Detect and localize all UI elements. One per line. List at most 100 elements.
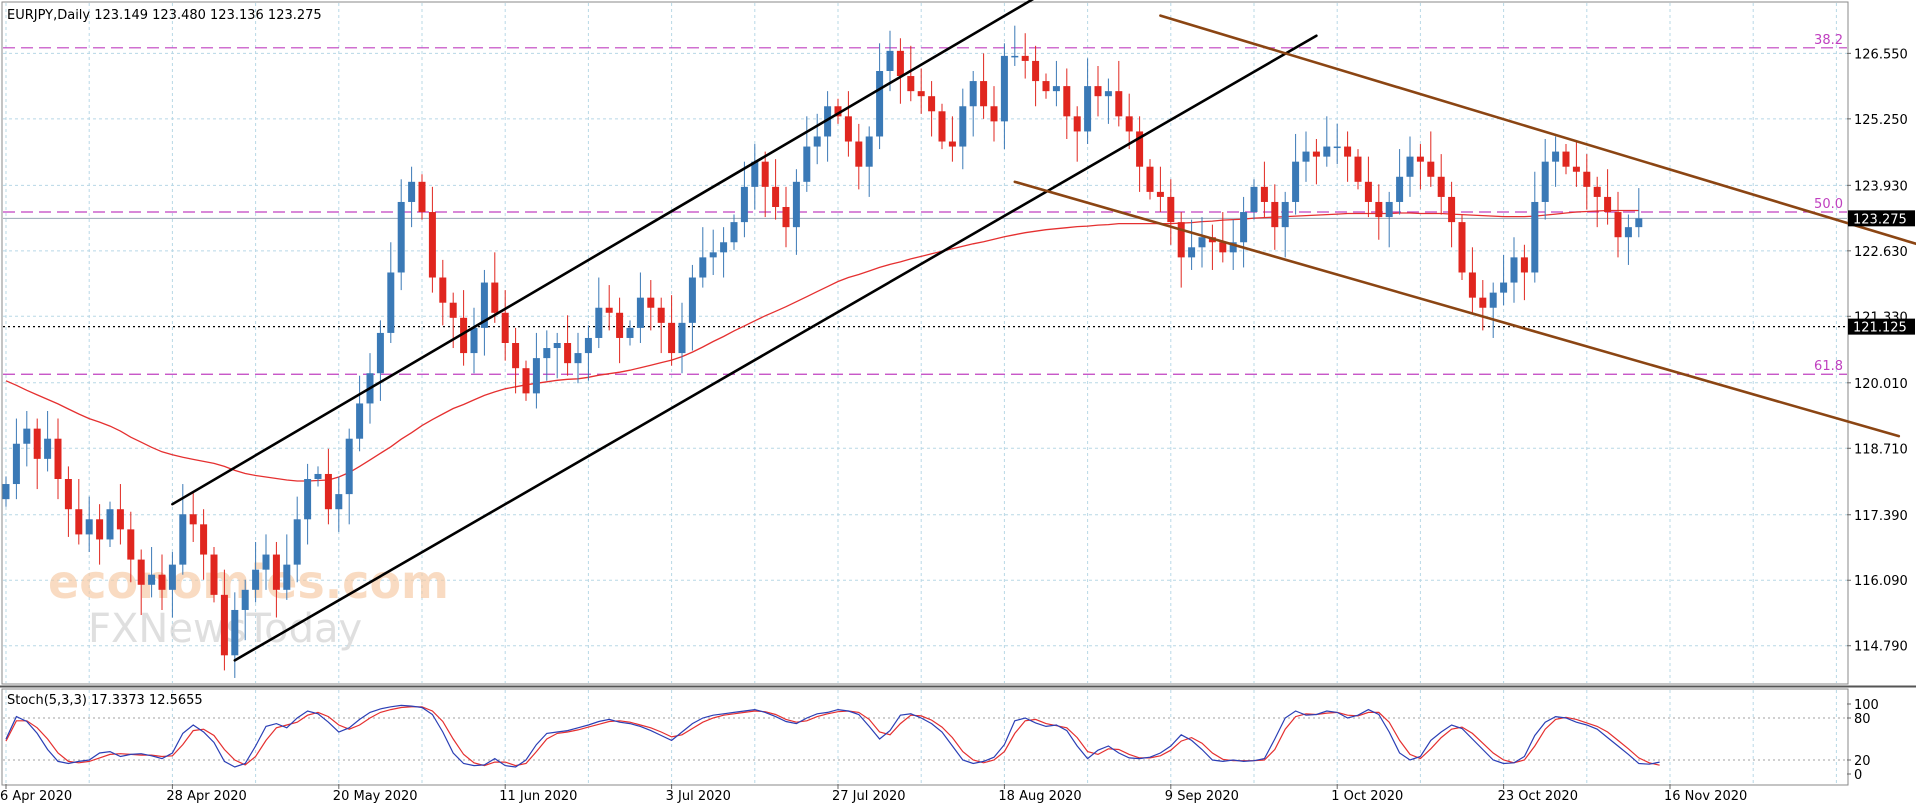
current-price-box — [1848, 210, 1915, 227]
bullish-candle — [803, 146, 811, 182]
time-tick-label: 6 Apr 2020 — [0, 789, 72, 804]
bearish-candle — [460, 317, 468, 354]
bullish-candle — [584, 337, 592, 354]
bearish-candle — [116, 509, 124, 530]
bullish-candle — [148, 574, 156, 585]
bearish-candle — [137, 559, 145, 585]
time-tick-label: 28 Apr 2020 — [166, 789, 246, 804]
bearish-candle — [324, 473, 332, 510]
rising-channel-upper-line[interactable] — [171, 0, 1056, 506]
bearish-candle — [1136, 131, 1144, 167]
bullish-candle — [1292, 161, 1300, 202]
fib-level-label: 38.2 — [1814, 33, 1843, 48]
bearish-candle — [1572, 166, 1580, 172]
bullish-candle — [12, 443, 20, 485]
bearish-candle — [980, 81, 988, 107]
bearish-candle — [948, 141, 956, 147]
bullish-candle — [397, 201, 405, 273]
price-tick-label: 117.390 — [1854, 509, 1908, 524]
bearish-candle — [1063, 86, 1071, 117]
bearish-candle — [96, 519, 104, 540]
price-tick-label: 122.630 — [1854, 245, 1908, 260]
bullish-candle — [1011, 55, 1019, 58]
bearish-candle — [616, 312, 624, 338]
candlesticks — [2, 25, 1643, 678]
bullish-candle — [1198, 237, 1206, 248]
bearish-candle — [844, 116, 852, 142]
bullish-candle — [824, 106, 832, 137]
bullish-candle — [85, 519, 93, 535]
bullish-candle — [1510, 257, 1518, 283]
bullish-candle — [709, 252, 717, 258]
bearish-candle — [1177, 222, 1185, 258]
bullish-candle — [595, 307, 603, 338]
time-axis[interactable]: 6 Apr 2020 28 Apr 2020 20 May 2020 11 Jun 2… — [0, 784, 1747, 804]
bearish-candle — [491, 282, 499, 313]
stoch-tick-label: 0 — [1854, 768, 1862, 783]
stoch-tick-label: 80 — [1854, 712, 1871, 727]
bearish-candle — [33, 428, 41, 459]
bullish-candle — [408, 181, 416, 202]
bearish-candle — [1614, 212, 1622, 238]
bullish-candle — [376, 332, 384, 374]
horizontal-levels: 38.2 50.0 61.8 — [3, 33, 1847, 375]
bearish-candle — [834, 106, 842, 117]
main-pane-border — [1, 1, 1849, 685]
bearish-candle — [990, 106, 998, 122]
bullish-candle — [1323, 146, 1331, 157]
rising-channel-lower-line[interactable] — [233, 34, 1318, 662]
stoch-signal-line — [5, 706, 1660, 767]
bearish-candle — [657, 307, 665, 323]
bullish-candle — [1552, 151, 1560, 162]
bearish-candle — [1468, 272, 1476, 298]
bearish-candle — [512, 343, 520, 369]
bullish-candle — [1188, 247, 1196, 258]
bearish-candle — [418, 181, 426, 213]
stoch-tick-label: 20 — [1854, 754, 1871, 769]
bearish-candle — [1416, 156, 1424, 162]
bullish-candle — [106, 509, 114, 540]
bullish-candle — [1406, 156, 1414, 177]
falling-channel-upper-line[interactable] — [1159, 14, 1916, 283]
bullish-candle — [636, 297, 644, 328]
bullish-candle — [532, 358, 540, 394]
price-axis[interactable]: 126.550125.250123.930122.630121.330120.0… — [1847, 47, 1915, 783]
bearish-candle — [1520, 257, 1528, 273]
time-tick-label: 20 May 2020 — [333, 789, 418, 804]
bullish-candle — [23, 428, 31, 444]
bullish-candle — [1084, 86, 1092, 132]
bearish-candle — [1156, 191, 1164, 197]
bearish-candle — [761, 161, 769, 187]
time-tick-label: 27 Jul 2020 — [832, 789, 906, 804]
bullish-candle — [1333, 146, 1341, 149]
bearish-candle — [189, 514, 197, 525]
moving-average — [5, 209, 1639, 482]
bullish-candle — [345, 438, 353, 495]
bullish-candle — [356, 403, 364, 439]
bearish-candle — [1437, 176, 1445, 197]
bearish-candle — [647, 297, 655, 308]
trendlines[interactable] — [171, 0, 1916, 662]
bullish-candle — [335, 494, 343, 510]
bearish-candle — [1073, 116, 1081, 132]
bullish-candle — [241, 589, 249, 610]
bullish-candle — [699, 257, 707, 278]
bullish-candle — [720, 242, 728, 253]
falling-channel-lower-line[interactable] — [1013, 180, 1901, 438]
bearish-candle — [127, 529, 135, 560]
bearish-candle — [855, 141, 863, 167]
bearish-candle — [1458, 222, 1466, 273]
price-tick-label: 118.710 — [1854, 442, 1908, 457]
bearish-candle — [772, 186, 780, 207]
time-tick-label: 23 Oct 2020 — [1498, 789, 1578, 804]
time-tick-label: 3 Jul 2020 — [666, 789, 731, 804]
bearish-candle — [1219, 242, 1227, 253]
bullish-candle — [543, 348, 551, 359]
bearish-candle — [917, 91, 925, 97]
bullish-candle — [470, 327, 478, 354]
bearish-candle — [1032, 60, 1040, 82]
bullish-candle — [1624, 227, 1632, 238]
price-tick-label: 123.930 — [1854, 179, 1908, 194]
